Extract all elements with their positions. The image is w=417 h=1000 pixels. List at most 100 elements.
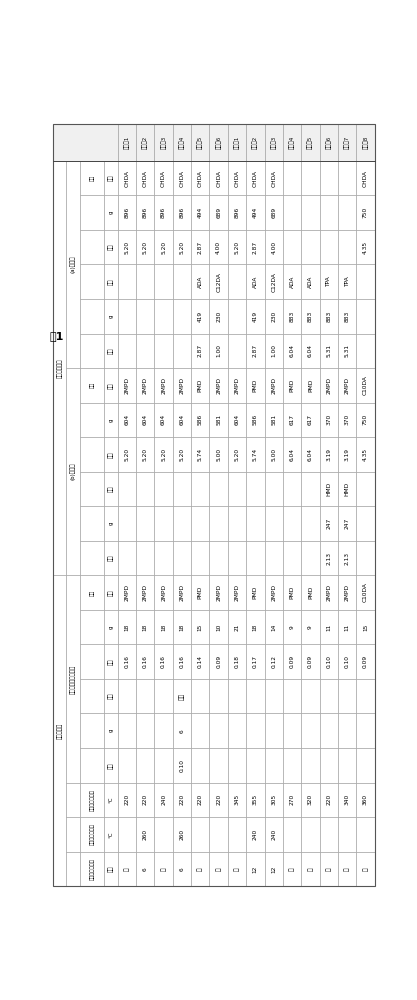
Text: 883: 883 — [289, 311, 294, 322]
FancyBboxPatch shape — [173, 783, 191, 817]
Text: 摩尔: 摩尔 — [108, 175, 114, 181]
FancyBboxPatch shape — [191, 334, 209, 368]
Text: CHDA: CHDA — [143, 170, 148, 187]
FancyBboxPatch shape — [301, 713, 319, 748]
FancyBboxPatch shape — [338, 472, 356, 506]
FancyBboxPatch shape — [80, 230, 104, 264]
FancyBboxPatch shape — [246, 713, 264, 748]
Text: 5.74: 5.74 — [198, 448, 203, 461]
Text: 240: 240 — [253, 829, 258, 840]
FancyBboxPatch shape — [283, 230, 301, 264]
FancyBboxPatch shape — [118, 195, 136, 230]
Text: C10DA: C10DA — [363, 583, 368, 602]
Text: 2MPD: 2MPD — [344, 584, 349, 601]
FancyBboxPatch shape — [356, 124, 374, 161]
Text: 无: 无 — [161, 867, 166, 871]
FancyBboxPatch shape — [104, 679, 118, 713]
FancyBboxPatch shape — [209, 713, 228, 748]
FancyBboxPatch shape — [173, 368, 191, 403]
Text: 12: 12 — [253, 865, 258, 873]
FancyBboxPatch shape — [356, 334, 374, 368]
FancyBboxPatch shape — [283, 472, 301, 506]
FancyBboxPatch shape — [154, 644, 173, 679]
Text: 0.09: 0.09 — [363, 655, 368, 668]
FancyBboxPatch shape — [246, 472, 264, 506]
Text: 种类: 种类 — [90, 382, 95, 388]
Text: C12DA: C12DA — [271, 272, 276, 292]
FancyBboxPatch shape — [66, 817, 80, 852]
FancyBboxPatch shape — [246, 124, 264, 161]
FancyBboxPatch shape — [154, 299, 173, 334]
FancyBboxPatch shape — [209, 852, 228, 886]
FancyBboxPatch shape — [66, 575, 80, 783]
FancyBboxPatch shape — [136, 230, 154, 264]
FancyBboxPatch shape — [356, 817, 374, 852]
Text: 604: 604 — [143, 414, 148, 425]
FancyBboxPatch shape — [264, 334, 283, 368]
FancyBboxPatch shape — [104, 713, 118, 748]
FancyBboxPatch shape — [154, 852, 173, 886]
FancyBboxPatch shape — [228, 161, 246, 195]
Text: 9: 9 — [308, 625, 313, 629]
Text: 4.35: 4.35 — [363, 448, 368, 461]
FancyBboxPatch shape — [301, 124, 319, 161]
Text: PMD: PMD — [308, 586, 313, 599]
FancyBboxPatch shape — [104, 230, 118, 264]
Text: 689: 689 — [271, 207, 276, 218]
FancyBboxPatch shape — [191, 679, 209, 713]
Text: 无: 无 — [326, 867, 332, 871]
FancyBboxPatch shape — [319, 575, 338, 610]
FancyBboxPatch shape — [173, 748, 191, 783]
FancyBboxPatch shape — [191, 610, 209, 644]
FancyBboxPatch shape — [136, 161, 154, 195]
Text: 6: 6 — [179, 729, 184, 733]
FancyBboxPatch shape — [319, 299, 338, 334]
FancyBboxPatch shape — [246, 334, 264, 368]
FancyBboxPatch shape — [209, 368, 228, 403]
FancyBboxPatch shape — [228, 437, 246, 472]
FancyBboxPatch shape — [104, 437, 118, 472]
FancyBboxPatch shape — [53, 161, 66, 575]
Text: 419: 419 — [253, 311, 258, 322]
FancyBboxPatch shape — [228, 124, 246, 161]
FancyBboxPatch shape — [104, 575, 118, 610]
Text: 604: 604 — [234, 414, 239, 425]
Text: 2MPD: 2MPD — [143, 584, 148, 601]
FancyBboxPatch shape — [264, 783, 283, 817]
Text: 5.20: 5.20 — [234, 241, 239, 254]
Text: 种类: 种类 — [108, 278, 114, 285]
Text: 2.87: 2.87 — [198, 344, 203, 357]
Text: ADA: ADA — [308, 276, 313, 288]
FancyBboxPatch shape — [338, 195, 356, 230]
Text: 10: 10 — [216, 623, 221, 631]
FancyBboxPatch shape — [118, 230, 136, 264]
Text: 4.00: 4.00 — [271, 241, 276, 254]
Text: 6.04: 6.04 — [308, 344, 313, 357]
FancyBboxPatch shape — [118, 644, 136, 679]
FancyBboxPatch shape — [80, 713, 104, 748]
FancyBboxPatch shape — [209, 334, 228, 368]
FancyBboxPatch shape — [173, 679, 191, 713]
Text: 896: 896 — [124, 207, 129, 218]
FancyBboxPatch shape — [264, 299, 283, 334]
FancyBboxPatch shape — [283, 644, 301, 679]
FancyBboxPatch shape — [66, 783, 80, 817]
Text: CHDA: CHDA — [198, 170, 203, 187]
FancyBboxPatch shape — [338, 264, 356, 299]
FancyBboxPatch shape — [118, 541, 136, 575]
Text: 0.18: 0.18 — [234, 655, 239, 668]
FancyBboxPatch shape — [338, 748, 356, 783]
Text: 2.87: 2.87 — [198, 241, 203, 254]
FancyBboxPatch shape — [80, 783, 104, 817]
FancyBboxPatch shape — [104, 334, 118, 368]
FancyBboxPatch shape — [191, 403, 209, 437]
Text: 0.10: 0.10 — [179, 759, 184, 772]
FancyBboxPatch shape — [264, 817, 283, 852]
FancyBboxPatch shape — [191, 472, 209, 506]
Text: 581: 581 — [271, 414, 276, 425]
FancyBboxPatch shape — [209, 437, 228, 472]
FancyBboxPatch shape — [191, 161, 209, 195]
FancyBboxPatch shape — [338, 506, 356, 541]
FancyBboxPatch shape — [173, 575, 191, 610]
FancyBboxPatch shape — [301, 679, 319, 713]
